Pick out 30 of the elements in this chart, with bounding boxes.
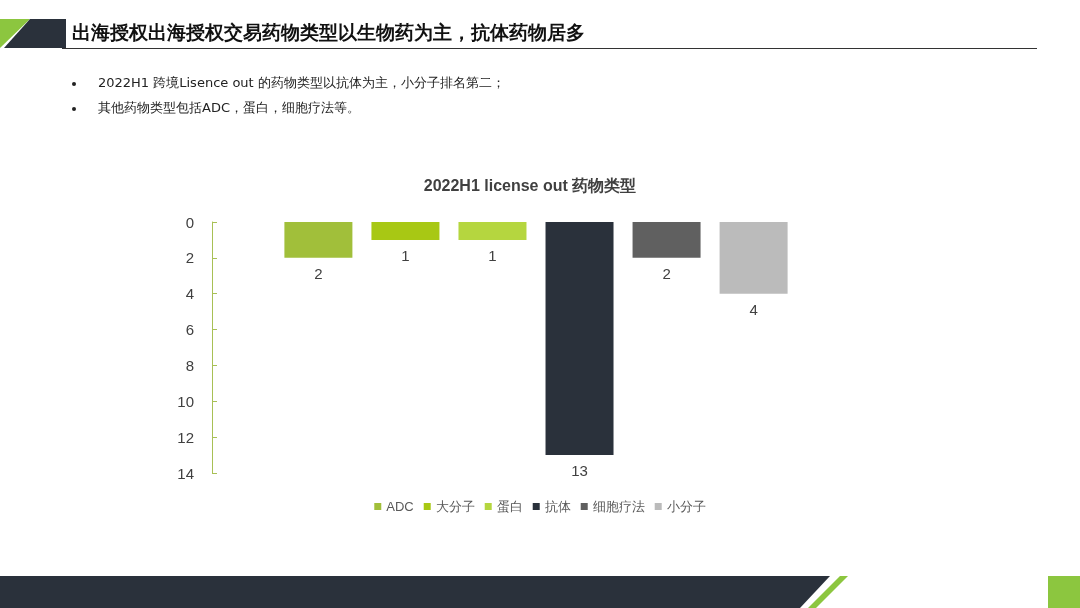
y-tick-label: 2 [185, 249, 194, 267]
y-tick-label: 0 [185, 213, 194, 231]
chart-title: 2022H1 license out 药物类型 [423, 176, 637, 194]
y-tick-label: 12 [177, 428, 194, 446]
text: 其他药物类型包括ADC，蛋白，细胞疗法等。 [97, 99, 360, 117]
legend-label: ADC [386, 499, 414, 514]
bar [371, 222, 440, 240]
y-tick-label: 14 [177, 464, 194, 482]
data-label: 2 [314, 264, 323, 282]
bar [458, 222, 527, 240]
text: 2022H1 跨境Lisence out 的药物类型以抗体为主，小分子排名第二； [97, 74, 505, 92]
y-tick-label: 10 [177, 392, 194, 410]
data-label: 13 [571, 462, 588, 480]
bar [284, 222, 353, 258]
data-label: 1 [401, 246, 410, 264]
y-tick-label: 6 [185, 321, 194, 339]
legend-label: 蛋白 [496, 499, 523, 514]
bar [719, 222, 788, 294]
data-label: 1 [488, 246, 497, 264]
legend-label: 细胞疗法 [592, 499, 645, 514]
legend-label: 小分子 [666, 499, 706, 514]
y-tick-label: 4 [185, 285, 194, 303]
bar [632, 222, 701, 258]
legend-label: 抗体 [544, 499, 571, 514]
data-label: 4 [749, 300, 758, 318]
text: 出海授权出海授权交易药物类型以生物药为主，抗体药物居多 [72, 20, 585, 45]
bar [545, 222, 614, 456]
y-tick-label: 8 [185, 356, 194, 374]
legend-label: 大分子 [435, 499, 475, 514]
data-label: 2 [662, 264, 671, 282]
